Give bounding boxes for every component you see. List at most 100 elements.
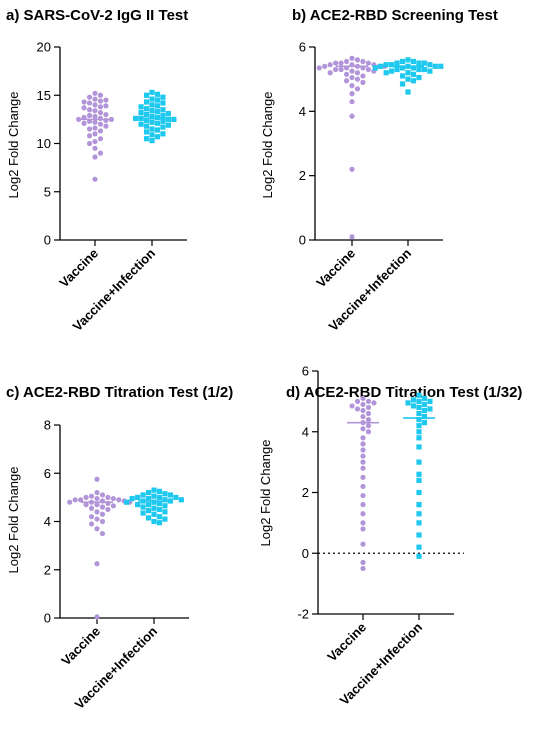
data-point [399, 58, 406, 65]
data-point [416, 74, 422, 81]
data-point [88, 493, 95, 499]
data-point [365, 423, 372, 429]
data-point [438, 63, 444, 69]
data-point [140, 492, 146, 498]
category-label: Vaccine [56, 246, 101, 291]
data-point [94, 516, 100, 522]
data-point [86, 133, 93, 139]
data-point [97, 136, 104, 142]
data-point [405, 70, 411, 76]
data-point [421, 401, 428, 408]
data-point [349, 403, 355, 409]
data-point [149, 138, 155, 144]
y-tick-label: 6 [44, 466, 51, 481]
data-point [416, 423, 422, 429]
data-point [86, 112, 93, 119]
data-point [94, 489, 100, 496]
data-point [76, 116, 82, 122]
data-point [165, 122, 171, 128]
data-point [354, 406, 361, 412]
data-point [151, 487, 157, 493]
chart-title: a) SARS-CoV-2 IgG II Test [6, 7, 188, 24]
y-tick-label: 4 [302, 424, 309, 439]
category-label: Vaccine [313, 246, 358, 291]
data-point [154, 109, 161, 115]
data-point [110, 495, 116, 502]
data-point [360, 447, 366, 453]
data-point [103, 103, 109, 109]
data-point [99, 504, 106, 510]
data-point [360, 79, 366, 85]
data-point [103, 111, 109, 118]
y-tick-label: 4 [44, 514, 51, 529]
data-point [162, 516, 168, 522]
data-point [338, 66, 344, 73]
data-point [416, 417, 422, 423]
data-point [371, 400, 377, 406]
data-point [416, 489, 422, 496]
data-point [151, 499, 157, 505]
data-point [94, 509, 100, 515]
data-point [94, 495, 100, 502]
data-point [360, 511, 366, 517]
data-point [99, 518, 106, 525]
data-point [178, 497, 184, 503]
data-point [167, 498, 173, 504]
data-point [151, 505, 157, 511]
series-points [67, 476, 133, 620]
data-point [416, 511, 422, 517]
y-tick-label: 6 [302, 364, 309, 379]
data-point [427, 68, 433, 74]
data-point [149, 89, 155, 95]
data-point [365, 429, 372, 435]
data-point [360, 407, 366, 414]
data-point [365, 404, 372, 411]
data-point [133, 115, 139, 122]
data-point [160, 124, 166, 130]
data-point [405, 400, 411, 406]
data-point [360, 483, 366, 490]
data-point [97, 128, 104, 134]
data-point [360, 474, 366, 480]
data-point [167, 492, 173, 498]
data-point [383, 62, 389, 68]
data-point [405, 89, 411, 95]
data-point [416, 553, 422, 559]
data-point [354, 76, 361, 82]
data-point [160, 118, 166, 124]
data-point [410, 78, 417, 84]
data-point [421, 407, 428, 414]
series-points [124, 487, 184, 526]
y-tick-label: 6 [299, 40, 306, 55]
data-point [365, 66, 371, 73]
data-point [162, 503, 168, 509]
data-point [399, 73, 406, 79]
data-point [360, 459, 366, 465]
data-point [145, 489, 152, 496]
data-point [333, 66, 339, 73]
data-point [343, 58, 350, 65]
series-points [372, 57, 444, 95]
data-point [365, 410, 372, 417]
data-point [86, 126, 93, 132]
data-point [427, 398, 433, 404]
y-tick-label: 15 [37, 88, 51, 103]
data-point [97, 110, 104, 116]
data-point [360, 435, 366, 441]
data-point [416, 429, 422, 435]
data-point [88, 521, 95, 527]
data-point [399, 81, 406, 87]
data-point [135, 494, 141, 500]
data-point [160, 100, 166, 106]
data-point [410, 65, 417, 71]
data-point [360, 426, 366, 432]
data-point [405, 76, 411, 82]
y-tick-label: -2 [297, 607, 309, 622]
data-point [171, 116, 177, 122]
data-point [416, 544, 422, 550]
data-point [365, 398, 372, 404]
data-point [94, 502, 100, 508]
y-axis-label: Log2 Fold Change [6, 92, 21, 199]
data-point [110, 503, 116, 509]
